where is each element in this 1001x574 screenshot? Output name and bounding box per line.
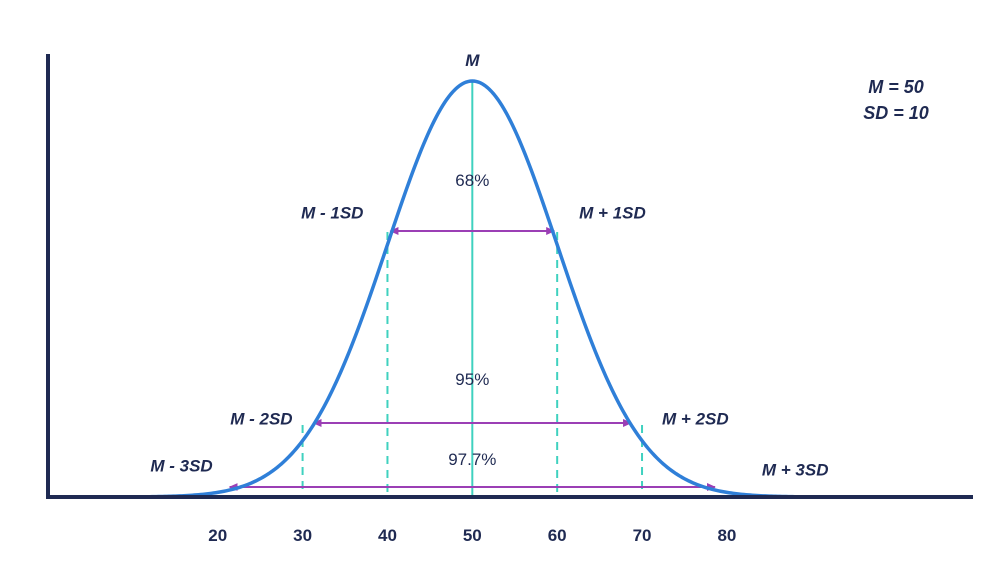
x-tick-label: 30 [293, 526, 312, 545]
x-tick-label: 40 [378, 526, 397, 545]
range-label-1: 95% [455, 370, 489, 389]
mean-stat-label: M = 50 [868, 77, 924, 97]
x-tick-label: 50 [463, 526, 482, 545]
sd-label-40: M - 1SD [301, 204, 363, 223]
bell-curve [132, 79, 812, 499]
range-label-0: 68% [455, 171, 489, 190]
range-label-2: 97.7% [448, 450, 496, 469]
sd-stat-label: SD = 10 [863, 103, 929, 123]
mean-label: M [465, 51, 480, 70]
sd-label-30: M - 2SD [230, 410, 292, 429]
x-tick-label: 80 [717, 526, 736, 545]
sd-label-20: M - 3SD [150, 456, 212, 475]
sd-label-60: M + 1SD [579, 204, 646, 223]
sd-label-80: M + 3SD [762, 460, 829, 479]
x-tick-label: 60 [548, 526, 567, 545]
x-tick-label: 70 [633, 526, 652, 545]
x-tick-label: 20 [208, 526, 227, 545]
sd-label-70: M + 2SD [662, 410, 729, 429]
